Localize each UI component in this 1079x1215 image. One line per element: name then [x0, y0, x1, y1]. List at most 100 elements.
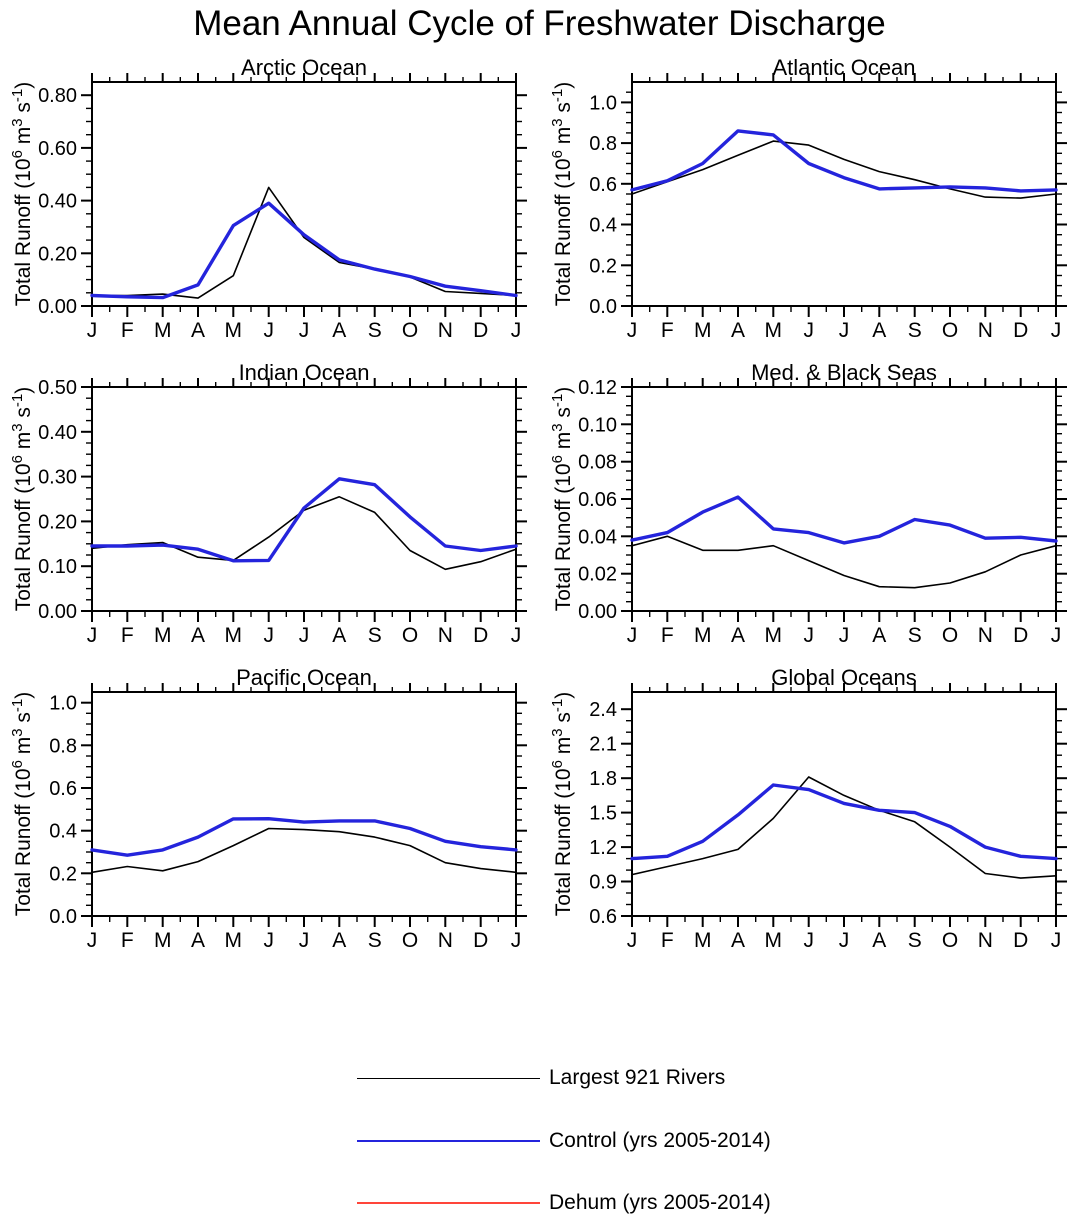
- svg-text:M: M: [154, 624, 172, 647]
- svg-text:M: M: [765, 624, 783, 647]
- svg-text:O: O: [942, 319, 958, 342]
- svg-text:0.00: 0.00: [38, 601, 77, 623]
- svg-text:S: S: [368, 319, 382, 342]
- legend-label-largest-rivers: Largest 921 Rivers: [549, 1066, 726, 1089]
- svg-text:A: A: [332, 624, 346, 647]
- svg-text:0.00: 0.00: [38, 296, 77, 318]
- svg-text:1.0: 1.0: [589, 92, 617, 114]
- svg-text:F: F: [661, 319, 674, 342]
- svg-text:0.0: 0.0: [589, 296, 617, 318]
- svg-text:J: J: [263, 929, 274, 952]
- svg-text:0.6: 0.6: [589, 906, 617, 928]
- svg-text:S: S: [908, 624, 922, 647]
- svg-text:0.50: 0.50: [38, 377, 77, 399]
- svg-text:1.5: 1.5: [589, 803, 617, 825]
- svg-text:0.10: 0.10: [578, 414, 617, 436]
- legend-line-largest-rivers: [357, 1077, 540, 1079]
- svg-text:2.1: 2.1: [589, 734, 617, 756]
- svg-text:M: M: [694, 929, 712, 952]
- svg-text:Atlantic Ocean: Atlantic Ocean: [772, 58, 915, 80]
- svg-text:0.30: 0.30: [38, 467, 77, 489]
- svg-text:F: F: [661, 929, 674, 952]
- svg-text:0.08: 0.08: [578, 452, 617, 474]
- svg-text:N: N: [438, 929, 453, 952]
- svg-text:M: M: [765, 319, 783, 342]
- svg-text:M: M: [154, 319, 172, 342]
- svg-text:Indian Ocean: Indian Ocean: [239, 363, 370, 385]
- svg-text:F: F: [121, 929, 134, 952]
- svg-text:J: J: [1051, 319, 1062, 342]
- svg-text:O: O: [942, 929, 958, 952]
- svg-text:A: A: [191, 319, 205, 342]
- svg-text:O: O: [942, 624, 958, 647]
- svg-text:J: J: [87, 319, 98, 342]
- legend-line-control: [357, 1140, 540, 1142]
- svg-text:0.9: 0.9: [589, 872, 617, 894]
- svg-text:0.8: 0.8: [49, 735, 77, 757]
- svg-text:A: A: [191, 929, 205, 952]
- svg-text:Global Oceans: Global Oceans: [771, 668, 917, 690]
- svg-text:0.02: 0.02: [578, 564, 617, 586]
- svg-text:A: A: [872, 319, 886, 342]
- svg-text:S: S: [908, 319, 922, 342]
- svg-text:J: J: [263, 624, 274, 647]
- svg-text:Total Runoff (106 m3 s-1): Total Runoff (106 m3 s-1): [9, 692, 35, 917]
- svg-text:Total Runoff (106 m3 s-1): Total Runoff (106 m3 s-1): [9, 387, 35, 612]
- svg-text:J: J: [627, 624, 638, 647]
- svg-text:A: A: [731, 929, 745, 952]
- svg-text:0.8: 0.8: [589, 133, 617, 155]
- svg-text:D: D: [473, 319, 488, 342]
- svg-text:S: S: [368, 929, 382, 952]
- legend-label-control: Control (yrs 2005-2014): [549, 1129, 771, 1152]
- svg-text:M: M: [694, 319, 712, 342]
- svg-text:S: S: [368, 624, 382, 647]
- svg-text:M: M: [154, 929, 172, 952]
- svg-text:F: F: [121, 624, 134, 647]
- legend-item-dehum: Dehum (yrs 2005-2014): [357, 1191, 771, 1215]
- svg-text:M: M: [225, 319, 243, 342]
- legend-item-control: Control (yrs 2005-2014): [357, 1129, 771, 1153]
- svg-text:0.20: 0.20: [38, 511, 77, 533]
- svg-text:Med. & Black Seas: Med. & Black Seas: [751, 363, 937, 385]
- svg-text:J: J: [263, 319, 274, 342]
- svg-text:0.10: 0.10: [38, 556, 77, 578]
- legend-item-largest-rivers: Largest 921 Rivers: [357, 1066, 725, 1090]
- svg-text:D: D: [473, 624, 488, 647]
- svg-text:0.60: 0.60: [38, 138, 77, 160]
- chart-med-black-seas: J F M A M J J A S O N D J0.000.020.040.060.080.100.1…: [549, 363, 1067, 647]
- svg-text:M: M: [765, 929, 783, 952]
- svg-text:J: J: [803, 929, 814, 952]
- svg-text:J: J: [511, 929, 522, 952]
- svg-text:N: N: [438, 624, 453, 647]
- svg-text:Total Runoff (106 m3 s-1): Total Runoff (106 m3 s-1): [9, 82, 35, 307]
- svg-text:J: J: [627, 319, 638, 342]
- figure-title: Mean Annual Cycle of Freshwater Discharg…: [193, 4, 886, 43]
- chart-global-oceans: J F M A M J J A S O N D J0.60.91.21.51.82.12.4Global…: [549, 668, 1067, 952]
- chart-arctic-ocean: J F M A M J J A S O N D J0.000.200.400.600.80Arctic …: [9, 58, 527, 342]
- svg-text:J: J: [87, 929, 98, 952]
- svg-text:N: N: [978, 929, 993, 952]
- svg-text:1.0: 1.0: [49, 693, 77, 715]
- svg-text:D: D: [1013, 929, 1028, 952]
- legend-line-dehum: [357, 1202, 540, 1204]
- svg-text:A: A: [731, 319, 745, 342]
- svg-text:Total Runoff (106 m3 s-1): Total Runoff (106 m3 s-1): [549, 82, 575, 307]
- svg-text:O: O: [402, 624, 418, 647]
- svg-text:0.20: 0.20: [38, 243, 77, 265]
- svg-text:0.6: 0.6: [589, 174, 617, 196]
- svg-text:J: J: [839, 624, 850, 647]
- svg-text:J: J: [87, 624, 98, 647]
- svg-text:F: F: [661, 624, 674, 647]
- svg-text:0.2: 0.2: [49, 863, 77, 885]
- svg-text:J: J: [839, 929, 850, 952]
- svg-text:Pacific Ocean: Pacific Ocean: [236, 668, 372, 690]
- svg-text:D: D: [1013, 319, 1028, 342]
- svg-text:F: F: [121, 319, 134, 342]
- chart-atlantic-ocean: J F M A M J J A S O N D J0.00.20.40.60.81.0Atlantic …: [549, 58, 1067, 342]
- svg-text:0.2: 0.2: [589, 255, 617, 277]
- svg-text:0.4: 0.4: [49, 821, 77, 843]
- svg-text:J: J: [1051, 624, 1062, 647]
- svg-text:0.12: 0.12: [578, 377, 617, 399]
